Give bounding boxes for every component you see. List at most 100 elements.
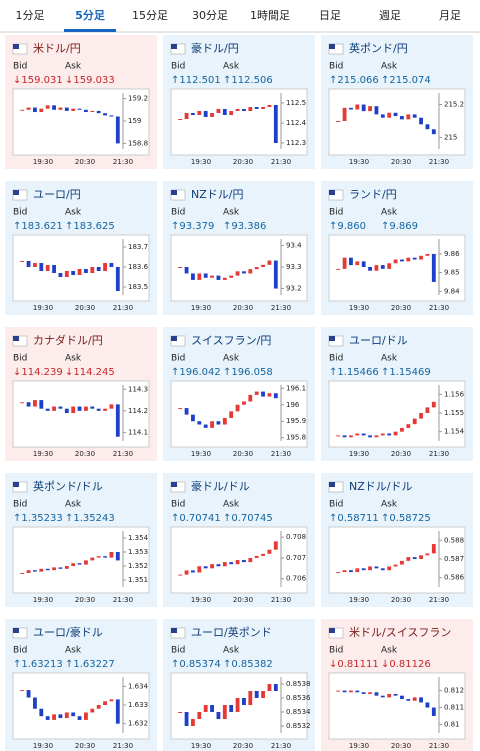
time-label: 20:30: [391, 742, 411, 750]
candle: [267, 260, 272, 265]
candle: [254, 691, 259, 698]
tab[interactable]: 週足: [379, 9, 401, 22]
y-tick-label: 196: [286, 401, 300, 409]
candle: [361, 433, 366, 436]
tab[interactable]: 15分足: [132, 9, 168, 22]
tab[interactable]: 5分足: [75, 8, 106, 22]
candle: [229, 705, 234, 712]
pair-name: 英ポンド/ドル: [33, 479, 103, 493]
bid-value: ↑0.70741: [171, 513, 221, 524]
currency-panel[interactable]: NZドル/ドル Bid Ask↑0.58711 ↑0.58725 0.588 0.587 0…: [321, 473, 473, 607]
candle: [342, 690, 347, 693]
currency-panel[interactable]: ユーロ/ドル Bid Ask↑1.15466 ↑1.15469 1.156 1.155 1.…: [321, 327, 473, 461]
bid-label: Bid: [171, 500, 185, 510]
candle: [400, 427, 404, 432]
candle: [374, 566, 379, 569]
pair-name: 豪ドル/ドル: [191, 479, 250, 493]
currency-panel[interactable]: ランド/円 Bid Ask ↑9.860 ↑9.869 9.86 9.85 9.84 19:30…: [321, 181, 473, 315]
candle: [197, 421, 202, 425]
candle: [222, 705, 227, 719]
ask-value: ↑183.625: [65, 221, 115, 232]
currency-panel[interactable]: 豪ドル/円 Bid Ask↑112.501 ↑112.506 112.5 112.4 112…: [163, 35, 315, 169]
candle: [45, 265, 50, 271]
ask-label: Ask: [65, 62, 82, 72]
currency-panel[interactable]: ユーロ/豪ドル Bid Ask↑1.63213 ↑1.63227 1.634 1.633 1…: [5, 619, 157, 751]
pair-name: NZドル/ドル: [349, 480, 412, 493]
flag-canton: [13, 482, 19, 487]
candle: [355, 261, 360, 266]
candle: [336, 690, 341, 692]
tab[interactable]: 1時間足: [250, 9, 290, 22]
time-label: 20:30: [75, 450, 95, 458]
candle: [103, 556, 107, 558]
time-label: 19:30: [349, 158, 369, 166]
candle: [20, 690, 25, 692]
candle: [90, 267, 95, 273]
time-label: 21:30: [271, 596, 291, 604]
y-tick-label: 1.633: [128, 701, 148, 709]
time-label: 19:30: [349, 304, 369, 312]
flag-canton: [329, 190, 335, 195]
tab[interactable]: 月足: [439, 9, 461, 22]
chart-box: [170, 88, 308, 156]
ask-label: Ask: [381, 646, 398, 656]
candle: [184, 113, 189, 119]
ask-label: Ask: [223, 500, 240, 510]
ask-value: ↑0.70745: [223, 513, 273, 524]
ask-value: ↑0.85382: [223, 659, 273, 670]
candle: [273, 541, 278, 550]
candle: [52, 105, 56, 110]
tab[interactable]: 日足: [319, 9, 341, 22]
candle: [380, 433, 385, 436]
candle: [178, 574, 183, 576]
y-tick-label: 1.156: [444, 390, 465, 398]
tab[interactable]: 30分足: [192, 9, 228, 22]
time-label: 21:30: [429, 450, 449, 458]
y-tick-label: 0.587: [444, 555, 464, 563]
currency-panel[interactable]: 豪ドル/ドル Bid Ask↑0.70741 ↑0.70745 0.708 0.707 0.…: [163, 473, 315, 607]
tab[interactable]: 1分足: [16, 9, 45, 22]
currency-panel[interactable]: 米ドル/スイスフラン Bid Ask↓0.81111 ↓0.81126 0.812 0.8…: [321, 619, 473, 751]
pair-name: スイスフラン/円: [191, 334, 271, 347]
candle: [387, 112, 392, 118]
candle: [39, 568, 44, 572]
candle: [229, 275, 234, 278]
candle: [248, 394, 253, 402]
currency-panel[interactable]: スイスフラン/円 Bid Ask↑196.042 ↑196.058 196.1 196 19…: [163, 327, 315, 461]
currency-panel[interactable]: 英ポンド/ドル Bid Ask↑1.35233 ↑1.35243 1.354 1.353 1…: [5, 473, 157, 607]
y-tick-label: 1.352: [128, 562, 148, 570]
candle: [361, 692, 366, 694]
candle: [90, 110, 95, 113]
candle: [45, 716, 50, 720]
candle: [96, 110, 101, 114]
candle: [387, 263, 392, 269]
y-tick-label: 195.8: [286, 434, 306, 442]
bid-label: Bid: [171, 354, 185, 364]
currency-panel[interactable]: 米ドル/円 Bid Ask↓159.031 ↓159.033 159.2 159 158.8…: [5, 35, 157, 169]
currency-panel[interactable]: NZドル/円 Bid Ask ↑93.379 ↑93.386 93.4 93.3 93.2 19…: [163, 181, 315, 315]
time-label: 20:30: [233, 304, 253, 312]
flag-canton: [329, 628, 335, 633]
currency-panel[interactable]: カナダドル/円 Bid Ask↓114.239 ↓114.245 114.3 114.2 1…: [5, 327, 157, 461]
candle: [248, 107, 253, 111]
candle: [242, 271, 246, 274]
time-label: 20:30: [75, 742, 95, 750]
currency-panel[interactable]: ユーロ/円 Bid Ask↑183.621 ↑183.625 183.7 183.6 183…: [5, 181, 157, 315]
y-tick-label: 93.2: [286, 285, 302, 293]
candle: [242, 401, 246, 405]
candle: [96, 408, 101, 411]
candle: [406, 557, 411, 561]
bid-label: Bid: [13, 500, 27, 510]
candle: [71, 271, 76, 275]
flag-canton: [171, 628, 177, 633]
candle: [115, 116, 120, 144]
time-label: 20:30: [391, 596, 411, 604]
candle: [431, 707, 436, 717]
time-label: 19:30: [33, 450, 53, 458]
currency-panel[interactable]: 英ポンド/円 Bid Ask↑215.066 ↑215.074 215.2 215 19:3…: [321, 35, 473, 169]
currency-panel[interactable]: ユーロ/英ポンド Bid Ask↑0.85374 ↑0.85382 0.8538 0.85…: [163, 619, 315, 751]
time-label: 20:30: [233, 596, 253, 604]
candle: [197, 712, 202, 719]
candle: [71, 712, 76, 717]
candle: [235, 560, 240, 565]
